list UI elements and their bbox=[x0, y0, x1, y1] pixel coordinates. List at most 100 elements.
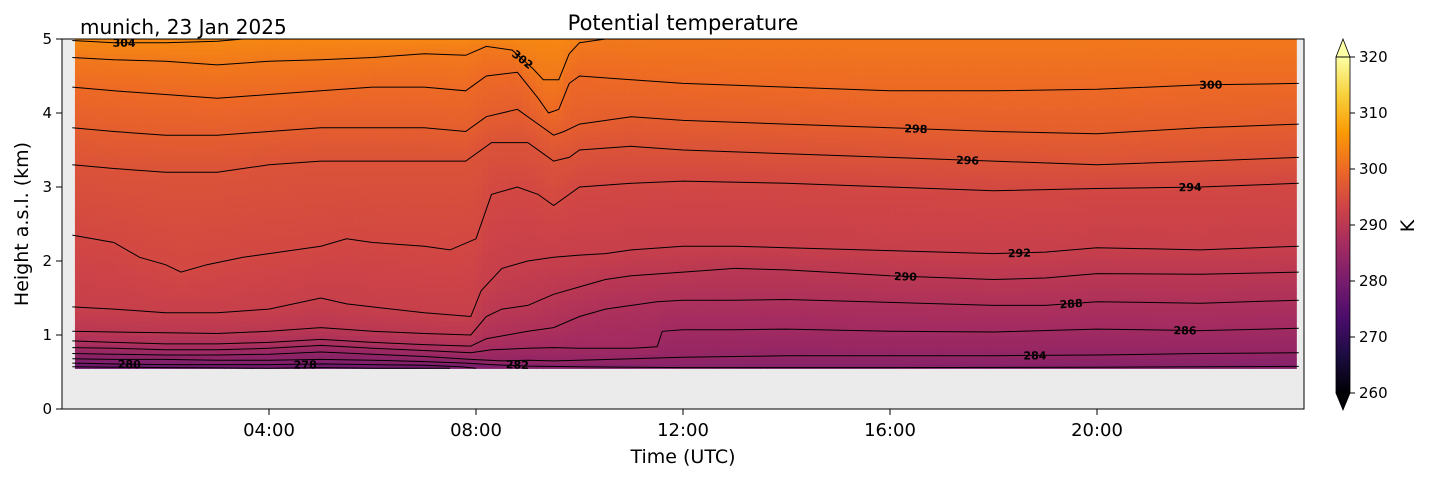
heatmap-cell bbox=[332, 269, 341, 275]
heatmap-cell bbox=[468, 227, 476, 233]
heatmap-cell bbox=[129, 208, 137, 214]
heatmap-cell bbox=[509, 283, 517, 289]
heatmap-cell bbox=[176, 278, 185, 285]
heatmap-cell bbox=[108, 104, 117, 111]
heatmap-cell bbox=[115, 203, 124, 209]
heatmap-cell bbox=[258, 114, 266, 120]
heatmap-cell bbox=[468, 358, 476, 365]
heatmap-cell bbox=[237, 39, 246, 45]
heatmap-cell bbox=[169, 71, 178, 78]
heatmap-cell bbox=[319, 231, 327, 238]
heatmap-cell bbox=[332, 311, 341, 318]
heatmap-cell bbox=[183, 203, 191, 209]
heatmap-cell bbox=[203, 321, 212, 327]
heatmap-cell bbox=[156, 118, 164, 125]
heatmap-cell bbox=[115, 156, 124, 162]
heatmap-cell bbox=[237, 227, 246, 233]
heatmap-cell bbox=[387, 184, 395, 191]
heatmap-cell bbox=[285, 161, 293, 167]
heatmap-cell bbox=[420, 118, 429, 125]
heatmap-cell bbox=[515, 340, 524, 346]
heatmap-cell bbox=[102, 81, 110, 87]
heatmap-cell bbox=[95, 358, 103, 365]
heatmap-cell bbox=[136, 283, 144, 289]
heatmap-cell bbox=[434, 335, 442, 341]
heatmap-cell bbox=[115, 114, 124, 120]
heatmap-cell bbox=[156, 231, 164, 238]
heatmap-cell bbox=[258, 297, 266, 304]
heatmap-cell bbox=[325, 71, 334, 78]
heatmap-cell bbox=[448, 123, 456, 129]
heatmap-cell bbox=[434, 344, 442, 351]
heatmap-cell bbox=[522, 128, 531, 134]
heatmap-cell bbox=[359, 114, 368, 120]
heatmap-cell bbox=[169, 354, 178, 360]
heatmap-cell bbox=[522, 241, 531, 247]
heatmap-cell bbox=[339, 39, 347, 45]
heatmap-cell bbox=[522, 293, 531, 299]
heatmap-cell bbox=[420, 269, 429, 275]
heatmap-cell bbox=[515, 76, 524, 82]
heatmap-cell bbox=[373, 156, 381, 162]
heatmap-cell bbox=[543, 151, 551, 158]
heatmap-cell bbox=[414, 260, 422, 266]
heatmap-cell bbox=[454, 335, 463, 341]
heatmap-cell bbox=[529, 166, 537, 172]
heatmap-cell bbox=[434, 217, 442, 224]
heatmap-cell bbox=[441, 48, 449, 54]
heatmap-cell bbox=[332, 137, 341, 144]
heatmap-cell bbox=[502, 76, 510, 82]
heatmap-cell bbox=[237, 283, 246, 289]
heatmap-cell bbox=[339, 198, 347, 205]
heatmap-cell bbox=[529, 302, 537, 308]
heatmap-cell bbox=[251, 274, 259, 280]
heatmap-cell bbox=[197, 241, 205, 247]
heatmap-cell bbox=[142, 255, 151, 261]
heatmap-cell bbox=[244, 321, 252, 327]
heatmap-cell bbox=[264, 245, 273, 252]
heatmap-cell bbox=[495, 161, 503, 167]
heatmap-cell bbox=[244, 128, 252, 134]
heatmap-cell bbox=[305, 354, 314, 360]
heatmap-cell bbox=[509, 67, 517, 73]
heatmap-cell bbox=[454, 184, 463, 191]
heatmap-cell bbox=[482, 161, 490, 167]
heatmap-cell bbox=[156, 71, 164, 78]
heatmap-cell bbox=[122, 283, 130, 289]
heatmap-cell bbox=[448, 109, 456, 115]
heatmap-cell bbox=[95, 274, 103, 280]
heatmap-cell bbox=[169, 67, 178, 73]
heatmap-cell bbox=[149, 278, 157, 285]
heatmap-cell bbox=[237, 250, 246, 256]
heatmap-cell bbox=[461, 311, 470, 318]
heatmap-cell bbox=[95, 236, 103, 242]
heatmap-cell bbox=[441, 293, 449, 299]
heatmap-cell bbox=[136, 142, 144, 148]
heatmap-cell bbox=[461, 166, 470, 172]
heatmap-cell bbox=[122, 71, 130, 78]
heatmap-cell bbox=[312, 340, 320, 346]
heatmap-cell bbox=[115, 358, 124, 365]
heatmap-cell bbox=[461, 114, 470, 120]
heatmap-cell bbox=[156, 198, 164, 205]
heatmap-cell bbox=[190, 184, 198, 191]
heatmap-cell bbox=[264, 147, 273, 153]
heatmap-cell bbox=[244, 302, 252, 308]
heatmap-cell bbox=[102, 208, 110, 214]
heatmap-cell bbox=[407, 203, 415, 209]
heatmap-cell bbox=[441, 166, 449, 172]
heatmap-cell bbox=[380, 184, 388, 191]
heatmap-cell bbox=[88, 311, 96, 318]
heatmap-cell bbox=[495, 57, 503, 64]
heatmap-cell bbox=[176, 274, 185, 280]
heatmap-cell bbox=[163, 278, 171, 285]
heatmap-cell bbox=[509, 170, 517, 177]
heatmap-cell bbox=[468, 335, 476, 341]
heatmap-cell bbox=[346, 203, 354, 209]
heatmap-cell bbox=[115, 123, 124, 129]
heatmap-cell bbox=[176, 189, 185, 195]
heatmap-cell bbox=[339, 302, 347, 308]
heatmap-cell bbox=[373, 344, 381, 351]
heatmap-cell bbox=[319, 104, 327, 111]
heatmap-cell bbox=[420, 349, 429, 355]
